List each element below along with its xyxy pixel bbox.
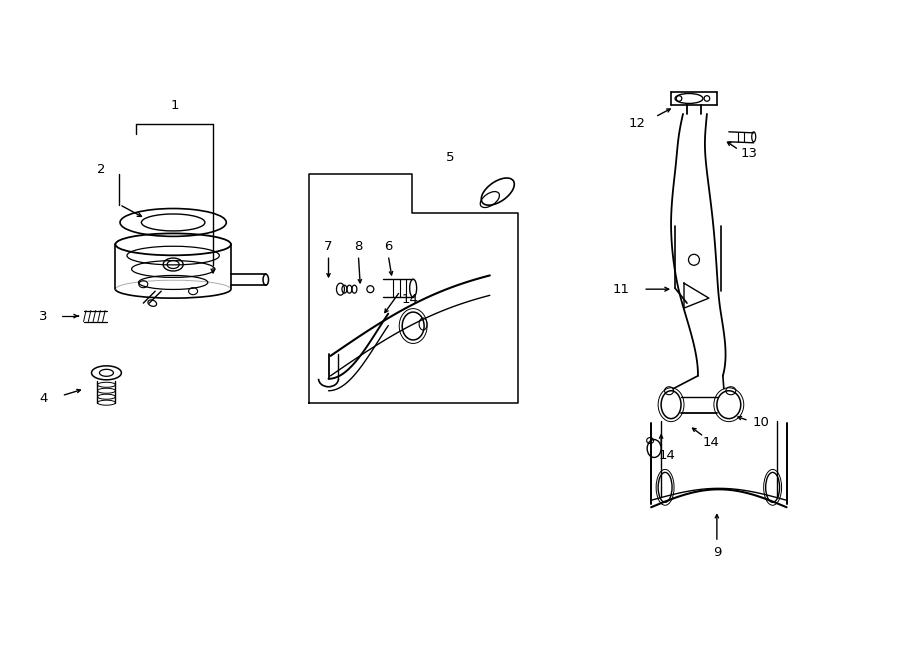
Text: 10: 10: [752, 416, 770, 429]
Text: 3: 3: [40, 309, 48, 323]
Text: 2: 2: [97, 163, 105, 176]
Text: 5: 5: [446, 151, 454, 164]
Text: 14: 14: [401, 293, 419, 305]
Text: 9: 9: [713, 545, 721, 559]
Text: 6: 6: [384, 240, 392, 253]
Text: 8: 8: [355, 240, 363, 253]
Text: 4: 4: [40, 392, 48, 405]
Text: 11: 11: [613, 283, 630, 295]
Text: 7: 7: [324, 240, 333, 253]
Text: 14: 14: [703, 436, 719, 449]
Text: 12: 12: [629, 118, 645, 130]
Text: 1: 1: [170, 99, 179, 112]
Text: 14: 14: [659, 449, 676, 462]
Text: 13: 13: [740, 147, 757, 160]
